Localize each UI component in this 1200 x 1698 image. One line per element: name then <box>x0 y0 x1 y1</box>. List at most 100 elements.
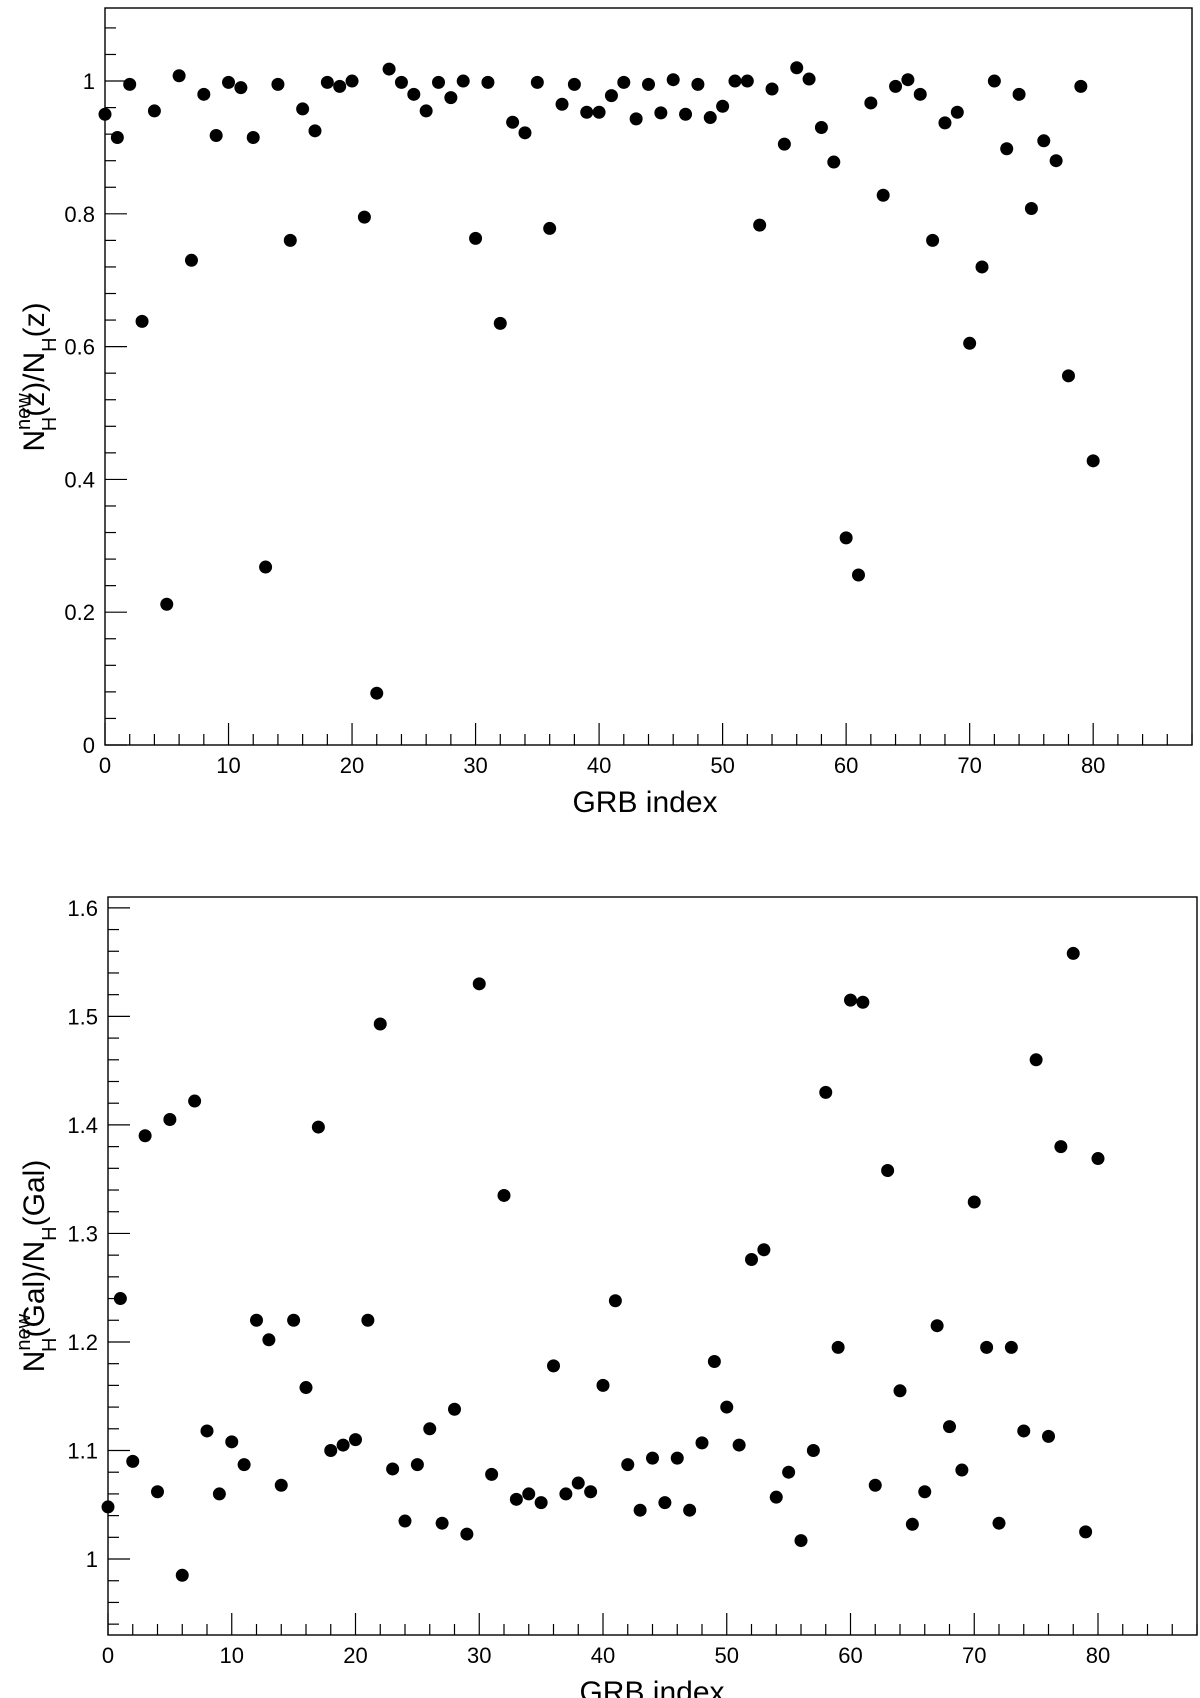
data-point <box>237 1458 251 1472</box>
data-point <box>617 75 631 89</box>
x-tick-label: 20 <box>340 753 364 778</box>
data-point <box>683 1503 697 1517</box>
data-point <box>955 1463 969 1477</box>
data-point <box>423 1422 437 1436</box>
plot-frame <box>104 7 1193 746</box>
data-point <box>432 75 446 89</box>
data-point <box>806 1444 820 1457</box>
data-point <box>695 1436 709 1450</box>
data-point <box>543 221 557 235</box>
data-point <box>629 112 643 126</box>
data-point <box>950 105 964 119</box>
data-point <box>571 1476 585 1490</box>
data-point <box>534 1496 548 1510</box>
data-point <box>311 1120 325 1134</box>
x-tick-label: 20 <box>343 1643 367 1668</box>
y-axis-title: Nnew H(Gal)/NH(Gal) <box>13 1160 61 1373</box>
data-point <box>642 77 655 91</box>
data-point <box>497 1188 511 1202</box>
data-point <box>469 231 483 245</box>
data-point <box>1066 946 1080 960</box>
data-point <box>987 74 1001 88</box>
x-tick-label: 80 <box>1081 753 1105 778</box>
data-point <box>740 74 754 88</box>
data-point <box>287 1313 301 1327</box>
data-point <box>1091 1152 1105 1166</box>
data-point <box>485 1467 499 1481</box>
data-point <box>802 72 816 86</box>
data-point <box>373 1017 387 1031</box>
data-point <box>135 314 149 328</box>
data-point <box>633 1503 647 1517</box>
data-point <box>856 995 870 1009</box>
data-point <box>728 74 742 88</box>
data-point <box>419 104 433 118</box>
data-point <box>345 74 359 88</box>
y-tick-label: 1.1 <box>67 1439 98 1464</box>
data-point <box>197 87 211 101</box>
data-point <box>769 1490 783 1504</box>
data-point <box>608 1294 622 1308</box>
data-point <box>592 105 606 119</box>
data-point <box>745 1252 758 1266</box>
x-tick-label: 10 <box>216 753 240 778</box>
x-axis-title: GRB index <box>579 1676 724 1698</box>
data-point <box>1061 369 1075 383</box>
data-point <box>518 126 532 140</box>
x-tick-label: 50 <box>710 753 734 778</box>
data-point <box>336 1438 350 1452</box>
data-point <box>679 107 693 121</box>
data-point <box>163 1112 177 1126</box>
data-point <box>666 73 680 87</box>
data-point <box>522 1487 536 1501</box>
data-point <box>646 1451 659 1465</box>
data-point <box>547 1359 560 1373</box>
data-point <box>299 1381 313 1395</box>
data-point <box>868 1478 882 1492</box>
data-point <box>1004 1340 1018 1354</box>
plot-frame <box>107 896 1198 1636</box>
data-point <box>584 1485 598 1499</box>
x-axis-title: GRB index <box>572 786 717 819</box>
data-point <box>707 1355 721 1369</box>
data-point <box>1000 142 1014 156</box>
data-point <box>410 1458 424 1472</box>
data-point <box>222 75 236 89</box>
data-point <box>901 73 915 87</box>
data-point <box>472 977 486 991</box>
data-point <box>361 1313 375 1327</box>
data-point <box>893 1384 907 1398</box>
data-point <box>765 82 779 96</box>
data-point <box>259 560 273 574</box>
data-point <box>716 99 730 113</box>
data-point <box>113 1292 127 1306</box>
data-point <box>506 115 520 129</box>
data-point <box>1024 202 1038 216</box>
data-point <box>160 597 174 611</box>
data-point <box>720 1400 734 1414</box>
data-point <box>881 1163 895 1177</box>
x-tick-label: 60 <box>834 753 858 778</box>
data-point <box>456 74 470 88</box>
data-point <box>670 1451 684 1465</box>
data-point <box>274 1478 288 1492</box>
data-point <box>151 1485 164 1499</box>
data-point <box>596 1378 610 1392</box>
data-point <box>1049 154 1063 168</box>
data-point <box>918 1485 932 1499</box>
x-tick-label: 30 <box>467 1643 491 1668</box>
data-point <box>234 81 248 95</box>
data-point <box>580 105 594 119</box>
y-tick-label: 0.8 <box>64 202 95 227</box>
data-point <box>530 75 544 89</box>
data-point <box>1074 79 1088 93</box>
data-point <box>357 210 371 224</box>
data-point <box>691 77 705 91</box>
data-point <box>555 97 569 111</box>
data-point <box>200 1424 214 1438</box>
x-tick-label: 40 <box>591 1643 615 1668</box>
data-point <box>98 107 112 121</box>
data-point <box>349 1433 362 1447</box>
data-point <box>184 253 198 267</box>
data-point <box>1012 87 1026 101</box>
